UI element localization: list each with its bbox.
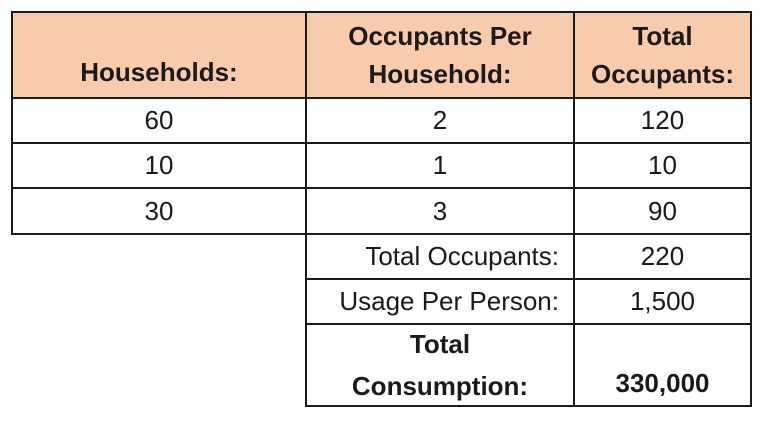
summary-total-occupants-label: Total Occupants: xyxy=(305,233,575,280)
row-3-occupants-per-household: 3 xyxy=(305,187,575,235)
row-2-total-occupants: 10 xyxy=(573,142,752,189)
table-cell: Total Occupants: xyxy=(365,241,559,271)
table-cell: 1,500 xyxy=(629,286,696,316)
table-cell: 120 xyxy=(640,105,685,135)
table-cell: 2 xyxy=(432,105,448,135)
total-consumption-line2: Consumption: xyxy=(351,371,529,401)
total-consumption-line1: Total xyxy=(409,329,471,359)
summary-usage-per-person-label: Usage Per Person: xyxy=(305,278,575,325)
table-cell: Usage Per Person: xyxy=(339,286,559,316)
row-1-occupants-per-household: 2 xyxy=(305,97,575,144)
header-households-label: Households: xyxy=(80,57,238,87)
summary-total-consumption-label: Total Consumption: xyxy=(305,323,575,407)
table-cell: 3 xyxy=(432,195,448,226)
header-occupants-per-household-line1: Occupants Per xyxy=(348,21,532,51)
header-total-occupants-line2: Occupants: xyxy=(590,59,735,89)
row-3-households: 30 xyxy=(11,187,307,235)
header-occupants-per-household: Occupants Per Household: xyxy=(305,11,575,99)
table-cell: 1 xyxy=(432,150,448,180)
header-occupants-per-household-line2: Household: xyxy=(368,59,512,89)
table-cell: 330,000 xyxy=(615,368,710,398)
summary-usage-per-person-value: 1,500 xyxy=(573,278,752,325)
row-3-total-occupants: 90 xyxy=(573,187,752,235)
summary-total-consumption-value: 330,000 xyxy=(573,323,752,407)
table-cell: 10 xyxy=(144,150,174,180)
summary-total-occupants-value: 220 xyxy=(573,233,752,280)
row-2-households: 10 xyxy=(11,142,307,189)
table-cell: 90 xyxy=(648,195,677,226)
table-cell: 220 xyxy=(640,241,685,271)
header-total-occupants: Total Occupants: xyxy=(573,11,752,99)
row-1-total-occupants: 120 xyxy=(573,97,752,144)
header-total-occupants-line1: Total xyxy=(632,21,693,51)
table-cell: 60 xyxy=(144,105,174,135)
row-2-occupants-per-household: 1 xyxy=(305,142,575,189)
header-households: Households: xyxy=(11,11,307,99)
table-cell: 30 xyxy=(144,195,174,226)
row-1-households: 60 xyxy=(11,97,307,144)
table-cell: 10 xyxy=(648,150,677,180)
